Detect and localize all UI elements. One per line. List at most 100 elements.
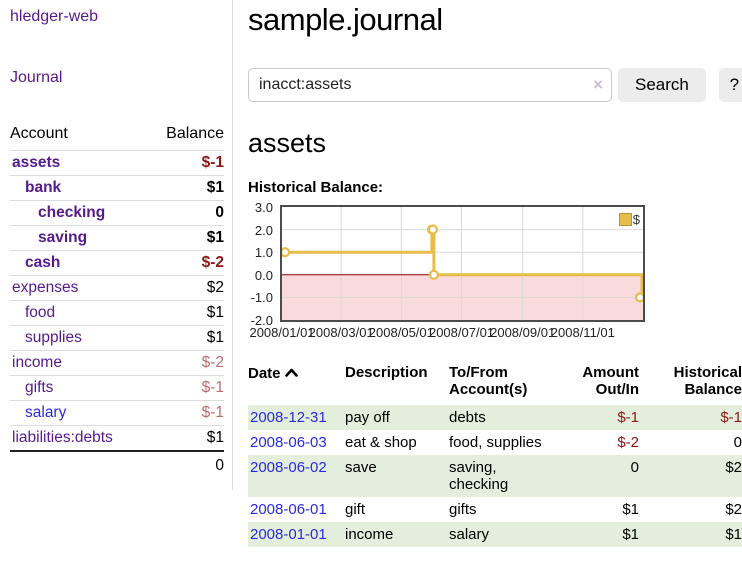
- account-balance: $2: [206, 279, 224, 296]
- chart-y-axis: 3.0 2.0 1.0 0.0 -1.0 -2.0: [248, 200, 276, 328]
- account-balance: $-2: [201, 354, 224, 371]
- search-input[interactable]: [248, 68, 612, 102]
- transaction-accounts: food, supplies: [449, 434, 542, 451]
- page: hledger-web Journal Account Balance asse…: [0, 0, 742, 547]
- transaction-accounts: salary: [449, 526, 490, 543]
- account-balance: $1: [206, 429, 224, 446]
- account-row: salary $-1: [10, 400, 224, 426]
- column-header-accounts: To/From Account(s): [449, 364, 528, 398]
- register-header-row: Date Description To/From Account(s) Amou…: [248, 362, 742, 405]
- transaction-balance: $2: [725, 501, 742, 518]
- search-box: ×: [248, 68, 612, 102]
- transaction-accounts: saving, checking: [449, 459, 509, 493]
- transaction-row: 2008-06-02 save saving, checking 0 $2: [248, 455, 742, 497]
- account-balance: $-2: [201, 254, 224, 271]
- account-link[interactable]: salary: [25, 404, 67, 421]
- search-button[interactable]: Search: [618, 68, 706, 102]
- account-link[interactable]: assets: [12, 154, 61, 171]
- balance-line-chart: [282, 207, 643, 320]
- sidebar-item-journal[interactable]: Journal: [10, 69, 63, 86]
- legend-swatch-icon: [618, 213, 632, 226]
- transaction-date-link[interactable]: 2008-06-01: [250, 501, 327, 518]
- page-title: sample.journal: [248, 2, 443, 37]
- account-balance: $-1: [201, 154, 224, 171]
- account-balance: $1: [206, 329, 224, 346]
- account-link[interactable]: food: [25, 304, 56, 321]
- account-row: expenses $2: [10, 275, 224, 301]
- account-balance: $1: [206, 229, 224, 246]
- account-balance: 0: [215, 204, 224, 221]
- transaction-balance: $2: [725, 459, 742, 476]
- account-row: checking 0: [10, 200, 224, 226]
- transaction-date-link[interactable]: 2008-06-03: [250, 434, 327, 451]
- account-link[interactable]: income: [12, 354, 62, 371]
- transaction-date-link[interactable]: 2008-06-02: [250, 459, 327, 476]
- transaction-row: 2008-06-03 eat & shop food, supplies $-2…: [248, 430, 742, 455]
- chart-legend: $: [618, 212, 640, 227]
- account-link[interactable]: supplies: [25, 329, 82, 346]
- transaction-description: income: [345, 526, 394, 543]
- account-link[interactable]: liabilities:debts: [12, 429, 113, 446]
- transaction-amount: $1: [622, 501, 639, 518]
- account-row: cash $-2: [10, 250, 224, 276]
- account-link[interactable]: bank: [25, 179, 62, 196]
- account-row: saving $1: [10, 225, 224, 251]
- account-link[interactable]: gifts: [25, 379, 54, 396]
- account-link[interactable]: cash: [25, 254, 61, 271]
- x-tick-label: 2008/05/01: [368, 325, 434, 340]
- account-link[interactable]: checking: [38, 204, 106, 221]
- account-heading: assets: [248, 128, 327, 158]
- y-tick-label: 2.0: [254, 222, 273, 238]
- historical-balance-chart: 3.0 2.0 1.0 0.0 -1.0 -2.0 $ 2008/01/01 2008/03…: [248, 200, 742, 340]
- account-balance: $1: [206, 179, 224, 196]
- app-title-link[interactable]: hledger-web: [10, 8, 99, 25]
- app-title: hledger-web: [10, 8, 224, 26]
- account-row: income $-2: [10, 350, 224, 376]
- transaction-amount: $1: [622, 526, 639, 543]
- account-balance: $-1: [201, 404, 224, 421]
- chart-plot: $: [280, 205, 645, 322]
- transaction-balance: $-1: [720, 409, 742, 426]
- account-row: assets $-1: [10, 150, 224, 176]
- transaction-description: save: [345, 459, 377, 476]
- account-balance: $1: [206, 304, 224, 321]
- account-row: supplies $1: [10, 325, 224, 351]
- y-tick-label: 3.0: [254, 200, 273, 215]
- x-tick-label: 2008/01/01: [249, 325, 315, 340]
- accounts-table: Account Balance assets $-1 bank $1: [10, 123, 224, 478]
- transaction-amount: 0: [630, 459, 639, 476]
- main-content: sample.journal × Search ? assets Histori…: [233, 0, 742, 547]
- accounts-header-account: Account: [10, 125, 68, 142]
- x-tick-label: 2008/09/01: [490, 325, 556, 340]
- help-button[interactable]: ?: [718, 68, 742, 102]
- account-row: bank $1: [10, 175, 224, 201]
- sidebar: hledger-web Journal Account Balance asse…: [0, 0, 233, 490]
- register-table: Date Description To/From Account(s) Amou…: [248, 362, 742, 547]
- transaction-description: gift: [345, 501, 366, 518]
- transaction-balance: 0: [733, 434, 742, 451]
- x-tick-label: 2008/03/01: [308, 325, 374, 340]
- transaction-accounts: debts: [449, 409, 486, 426]
- clear-search-icon[interactable]: ×: [593, 75, 603, 94]
- account-link[interactable]: saving: [38, 229, 88, 246]
- account-row: gifts $-1: [10, 375, 224, 401]
- column-header-amount: Amount Out/In: [582, 364, 639, 398]
- y-tick-label: 0.0: [254, 267, 273, 283]
- y-tick-label: -1.0: [250, 290, 273, 306]
- chart-title: Historical Balance:: [248, 179, 384, 196]
- legend-label: $: [632, 212, 640, 227]
- column-header-date[interactable]: Date: [248, 362, 345, 405]
- y-tick-label: -2.0: [250, 313, 273, 328]
- transaction-balance: $1: [725, 526, 742, 543]
- accounts-total-value: 0: [146, 450, 224, 478]
- transaction-row: 2008-01-01 income salary $1 $1: [248, 522, 742, 547]
- transaction-description: eat & shop: [345, 434, 417, 451]
- chart-x-axis: 2008/01/01 2008/03/01 2008/05/01 2008/07/01…: [249, 322, 645, 340]
- account-balance: $-1: [201, 379, 224, 396]
- account-link[interactable]: expenses: [12, 279, 79, 296]
- account-row: food $1: [10, 300, 224, 326]
- y-tick-label: 1.0: [254, 245, 273, 261]
- transaction-date-link[interactable]: 2008-01-01: [250, 526, 327, 543]
- transaction-date-link[interactable]: 2008-12-31: [250, 409, 327, 426]
- column-header-description: Description: [345, 364, 428, 381]
